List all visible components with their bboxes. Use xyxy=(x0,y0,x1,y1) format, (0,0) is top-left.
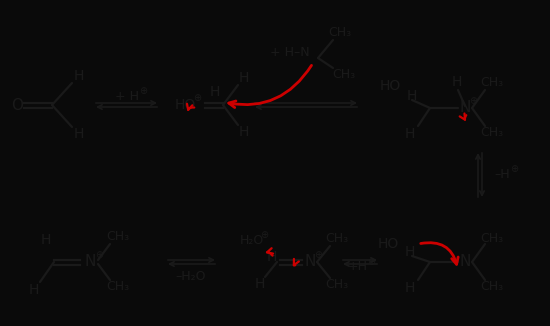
Text: H: H xyxy=(210,85,220,99)
Text: CH₃: CH₃ xyxy=(326,278,349,291)
Text: H₂O: H₂O xyxy=(240,233,264,246)
Text: CH₃: CH₃ xyxy=(481,126,504,140)
Text: N: N xyxy=(304,255,316,270)
Text: N: N xyxy=(84,255,96,270)
Text: H: H xyxy=(405,127,415,141)
Text: +H: +H xyxy=(348,260,368,274)
Text: O: O xyxy=(11,97,23,112)
Text: ⊕: ⊕ xyxy=(469,96,477,106)
Text: HO: HO xyxy=(377,237,399,251)
Text: CH₃: CH₃ xyxy=(107,279,130,292)
Text: CH₃: CH₃ xyxy=(332,67,355,81)
Text: HO: HO xyxy=(379,79,400,93)
Text: –H: –H xyxy=(494,169,510,182)
Text: H: H xyxy=(239,71,249,85)
Text: H: H xyxy=(74,69,84,83)
Text: HO: HO xyxy=(174,98,196,112)
Text: CH₃: CH₃ xyxy=(328,25,351,38)
Text: N: N xyxy=(459,100,471,115)
Text: ⊕: ⊕ xyxy=(367,257,375,267)
Text: ⊕: ⊕ xyxy=(193,93,201,103)
Text: H: H xyxy=(239,125,249,139)
Text: H: H xyxy=(255,277,265,291)
Text: H: H xyxy=(267,250,277,264)
Text: ⊕: ⊕ xyxy=(139,86,147,96)
Text: H: H xyxy=(405,245,415,259)
Text: –H₂O: –H₂O xyxy=(176,270,206,283)
Text: H: H xyxy=(407,89,417,103)
Text: + H: + H xyxy=(115,90,139,102)
Text: H: H xyxy=(405,281,415,295)
Text: ⊕: ⊕ xyxy=(260,230,268,240)
Text: ⊕: ⊕ xyxy=(95,250,103,260)
Text: CH₃: CH₃ xyxy=(326,232,349,245)
Text: CH₃: CH₃ xyxy=(481,77,504,90)
Text: H: H xyxy=(41,233,51,247)
Text: N: N xyxy=(459,255,471,270)
Text: CH₃: CH₃ xyxy=(481,231,504,244)
Text: ⊕: ⊕ xyxy=(314,250,322,260)
Text: + H–N: + H–N xyxy=(270,47,310,60)
Text: H: H xyxy=(74,127,84,141)
Text: CH₃: CH₃ xyxy=(107,230,130,244)
Text: H: H xyxy=(29,283,39,297)
Text: H: H xyxy=(452,75,462,89)
Text: CH₃: CH₃ xyxy=(481,279,504,292)
Text: ⊕: ⊕ xyxy=(510,164,518,174)
